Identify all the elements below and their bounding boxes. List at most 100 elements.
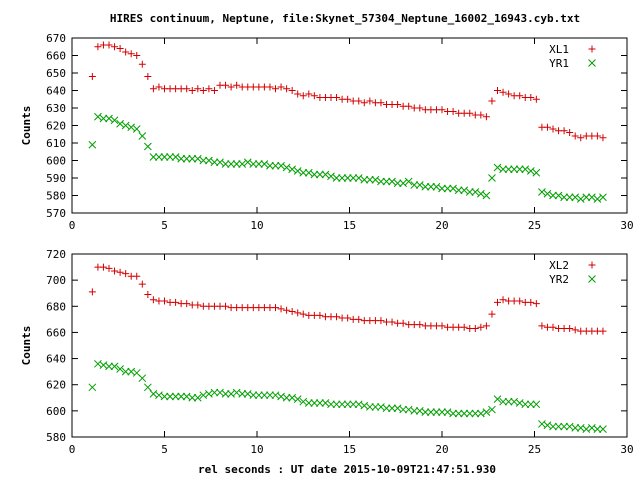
data-point-cross [599, 425, 607, 434]
data-point-cross [282, 393, 291, 402]
data-point-plus [438, 322, 446, 330]
x-tick-label: 20 [435, 443, 448, 456]
data-point-cross [410, 181, 419, 189]
data-point-cross [360, 175, 369, 184]
data-point-plus [399, 319, 407, 327]
data-point-cross [316, 170, 324, 179]
data-point-cross [482, 191, 491, 200]
data-point-cross [565, 193, 574, 202]
data-point-cross [465, 409, 474, 418]
data-point-cross [321, 170, 330, 179]
data-point-cross [149, 153, 158, 161]
legend-label: YR1 [549, 57, 569, 70]
y-tick-label: 590 [46, 172, 66, 185]
bottom-panel: 580 600 620 640 660 680 700 720 0 5 10 15 20 25 30 Coun… [20, 248, 634, 456]
data-point-cross [99, 114, 108, 123]
data-point-cross [254, 391, 263, 400]
data-point-cross [260, 391, 269, 400]
data-point-plus [377, 99, 385, 107]
data-point-cross [171, 153, 180, 161]
y-tick-label: 620 [46, 120, 66, 133]
data-point-cross [571, 423, 580, 432]
data-point-cross [493, 395, 502, 403]
data-point-plus [549, 323, 557, 331]
x-tick-label: 20 [435, 219, 448, 232]
data-point-cross [504, 397, 513, 406]
data-point-cross [188, 393, 197, 402]
data-point-cross [476, 189, 485, 198]
data-point-plus [438, 106, 446, 114]
data-point-plus [593, 132, 601, 140]
data-point-plus [377, 317, 385, 325]
data-point-cross [221, 390, 230, 398]
data-point-cross [465, 188, 474, 196]
data-point-cross [510, 165, 519, 174]
data-point-cross [232, 160, 241, 168]
data-point-cross [593, 425, 602, 434]
data-point-cross [554, 422, 563, 431]
data-point-cross [587, 193, 596, 202]
y-tick-label: 650 [46, 67, 66, 80]
y-axis-label: Counts [20, 326, 33, 366]
data-point-cross [316, 399, 324, 407]
data-point-cross [499, 165, 507, 174]
x-tick-label: 25 [528, 219, 541, 232]
data-point-cross [499, 397, 507, 406]
data-point-cross [599, 193, 607, 202]
data-point-plus [149, 85, 157, 93]
data-point-plus [288, 308, 296, 316]
data-point-plus [183, 300, 191, 308]
data-point-cross [299, 168, 308, 177]
data-point-plus [122, 48, 130, 56]
data-point-cross [160, 392, 169, 401]
data-point-plus [366, 97, 374, 105]
y-tick-label: 640 [46, 353, 66, 366]
data-point-cross [488, 405, 496, 414]
data-point-plus [344, 95, 352, 103]
data-point-cross [238, 390, 247, 398]
data-point-plus [516, 297, 524, 305]
data-point-cross [388, 404, 396, 413]
data-point-plus [283, 85, 291, 93]
data-point-cross [399, 405, 408, 414]
data-point-plus [499, 88, 507, 96]
x-tick-label: 10 [250, 443, 263, 456]
data-point-cross [293, 395, 302, 403]
data-point-plus [471, 325, 479, 333]
data-point-plus [488, 97, 496, 105]
data-point-cross [354, 174, 363, 182]
data-point-plus [538, 322, 546, 330]
x-tick-label: 15 [343, 219, 356, 232]
data-point-cross [454, 186, 463, 195]
data-point-cross [88, 383, 97, 392]
data-point-cross [116, 365, 124, 373]
data-point-plus [549, 125, 557, 133]
data-point-cross [155, 153, 163, 161]
data-point-plus [233, 81, 241, 89]
data-point-cross [243, 158, 252, 167]
y-tick-label: 640 [46, 85, 66, 98]
data-point-cross [138, 132, 147, 140]
x-tick-label: 0 [69, 219, 76, 232]
data-point-plus [527, 298, 535, 306]
data-point-cross [277, 161, 285, 170]
data-point-plus [532, 95, 540, 103]
data-point-cross [532, 168, 541, 177]
data-point-cross [560, 422, 568, 431]
legend-label: YR2 [549, 273, 569, 286]
data-point-cross [526, 400, 535, 409]
data-point-cross [410, 407, 419, 415]
data-point-plus [516, 92, 524, 100]
data-point-cross [332, 400, 341, 409]
data-point-plus [194, 301, 202, 309]
data-point-cross [132, 125, 141, 133]
data-point-cross [143, 383, 152, 392]
data-point-plus [111, 43, 119, 51]
data-point-cross [393, 179, 402, 188]
data-point-plus [227, 83, 235, 91]
data-point-cross [504, 165, 513, 174]
data-point-cross [182, 154, 191, 163]
data-point-cross [438, 184, 446, 193]
data-point-plus [288, 87, 296, 94]
data-point-cross [349, 174, 358, 182]
